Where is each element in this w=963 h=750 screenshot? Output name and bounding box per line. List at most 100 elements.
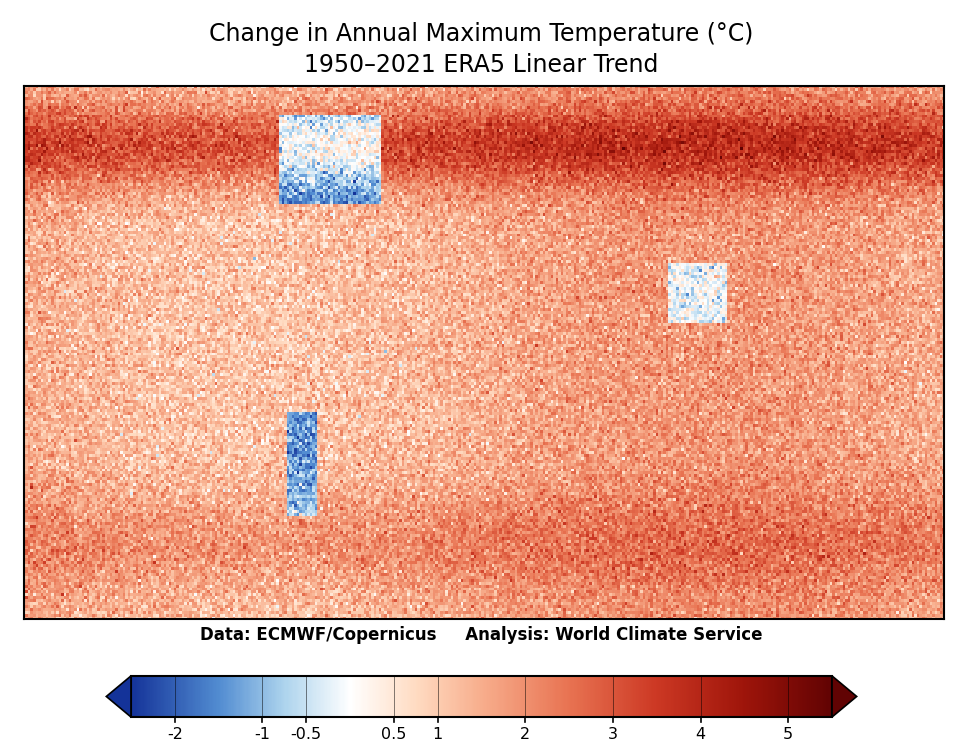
Bar <box>589 676 590 717</box>
Bar <box>388 676 389 717</box>
Bar <box>469 676 470 717</box>
Bar <box>658 676 659 717</box>
Bar <box>213 676 214 717</box>
Bar <box>733 676 734 717</box>
Bar <box>580 676 581 717</box>
Bar <box>772 676 773 717</box>
Bar <box>614 676 616 717</box>
Bar <box>781 676 782 717</box>
Bar <box>822 676 824 717</box>
Bar <box>645 676 646 717</box>
Bar <box>619 676 620 717</box>
Bar <box>133 676 135 717</box>
Polygon shape <box>106 676 131 717</box>
Bar <box>360 676 361 717</box>
Bar <box>801 676 803 717</box>
Bar <box>370 676 371 717</box>
Bar <box>584 676 585 717</box>
Bar <box>702 676 704 717</box>
Bar <box>821 676 822 717</box>
Bar <box>776 676 777 717</box>
Bar <box>625 676 626 717</box>
Bar <box>261 676 262 717</box>
Bar <box>569 676 570 717</box>
Bar <box>609 676 610 717</box>
Bar <box>299 676 300 717</box>
Bar <box>163 676 164 717</box>
Bar <box>543 676 545 717</box>
Bar <box>669 676 671 717</box>
Bar <box>494 676 496 717</box>
Bar <box>329 676 330 717</box>
Bar <box>737 676 738 717</box>
Bar <box>131 676 832 717</box>
Bar <box>264 676 266 717</box>
Bar <box>470 676 471 717</box>
Bar <box>295 676 296 717</box>
Bar <box>493 676 494 717</box>
Bar <box>382 676 383 717</box>
Bar <box>296 676 297 717</box>
Bar <box>537 676 538 717</box>
Bar <box>726 676 727 717</box>
Bar <box>206 676 207 717</box>
Bar <box>247 676 249 717</box>
Bar <box>258 676 259 717</box>
Bar <box>400 676 401 717</box>
Bar <box>149 676 151 717</box>
Bar <box>675 676 677 717</box>
Bar <box>760 676 761 717</box>
Bar <box>581 676 582 717</box>
Bar <box>828 676 830 717</box>
Bar <box>683 676 684 717</box>
Bar <box>378 676 379 717</box>
Bar <box>667 676 668 717</box>
Bar <box>434 676 436 717</box>
Bar <box>166 676 168 717</box>
Bar <box>820 676 821 717</box>
Bar <box>487 676 488 717</box>
Bar <box>759 676 760 717</box>
Bar <box>221 676 222 717</box>
Bar <box>532 676 533 717</box>
Bar <box>457 676 458 717</box>
Bar <box>631 676 633 717</box>
Bar <box>738 676 739 717</box>
Bar <box>519 676 520 717</box>
Bar <box>148 676 149 717</box>
Bar <box>587 676 589 717</box>
Bar <box>794 676 795 717</box>
Bar <box>225 676 226 717</box>
Bar <box>404 676 405 717</box>
Bar <box>596 676 597 717</box>
Bar <box>491 676 492 717</box>
Bar <box>607 676 608 717</box>
Bar <box>472 676 474 717</box>
Bar <box>274 676 275 717</box>
Bar <box>444 676 445 717</box>
Bar <box>624 676 625 717</box>
Bar <box>372 676 373 717</box>
Bar <box>789 676 790 717</box>
Bar <box>239 676 240 717</box>
Bar <box>363 676 365 717</box>
Bar <box>787 676 788 717</box>
Bar <box>570 676 571 717</box>
Bar <box>196 676 197 717</box>
Bar <box>300 676 301 717</box>
Bar <box>597 676 598 717</box>
Bar <box>235 676 236 717</box>
Bar <box>273 676 274 717</box>
Bar <box>634 676 635 717</box>
Bar <box>367 676 368 717</box>
Bar <box>356 676 357 717</box>
Bar <box>246 676 247 717</box>
Bar <box>377 676 378 717</box>
Bar <box>475 676 476 717</box>
Bar <box>152 676 153 717</box>
Bar <box>291 676 292 717</box>
Bar <box>568 676 569 717</box>
Bar <box>575 676 576 717</box>
Bar <box>504 676 505 717</box>
Bar <box>778 676 779 717</box>
